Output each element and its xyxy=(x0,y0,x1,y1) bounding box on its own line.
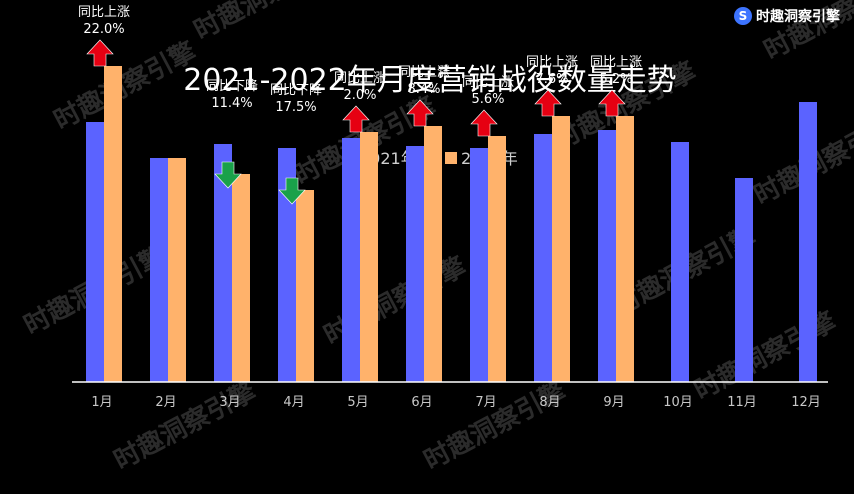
up-arrow-icon xyxy=(342,105,370,133)
annotation-percent: 8.4% xyxy=(407,82,440,97)
annotation-percent: 22.0% xyxy=(83,22,124,37)
bar-2021 xyxy=(598,130,616,382)
bar-2022 xyxy=(552,116,570,382)
bar-2021 xyxy=(342,138,360,382)
x-tick-label: 2月 xyxy=(155,395,176,410)
bar-2022 xyxy=(296,190,314,382)
bar-2022 xyxy=(232,174,250,382)
annotation-percent: 2.0% xyxy=(343,88,376,103)
down-arrow-icon xyxy=(214,161,242,189)
annotation-label: 同比上涨 xyxy=(526,55,578,70)
annotation-percent: 17.5% xyxy=(275,100,316,115)
x-tick-label: 1月 xyxy=(91,395,112,410)
up-arrow-icon xyxy=(86,39,114,67)
bar-2022 xyxy=(104,66,122,382)
bar-2021 xyxy=(150,158,168,382)
down-arrow-icon xyxy=(278,177,306,205)
bar-2021 xyxy=(799,102,817,382)
x-tick-label: 5月 xyxy=(347,395,368,410)
watermark-text: 时趣洞察引擎 xyxy=(419,376,571,476)
bar-2021 xyxy=(278,148,296,382)
bars-layer xyxy=(86,66,817,382)
x-tick-label: 11月 xyxy=(727,395,757,410)
x-tick-label: 9月 xyxy=(603,395,624,410)
annotation-label: 同比上涨 xyxy=(590,55,642,70)
watermark-text: 时趣洞察引擎 xyxy=(109,376,261,476)
bar-2021 xyxy=(735,178,753,382)
bar-2021 xyxy=(671,142,689,382)
annotation-label: 同比上涨 xyxy=(334,71,386,86)
bar-2022 xyxy=(360,132,378,382)
watermark-text: 时趣洞察引擎 xyxy=(49,36,201,136)
brand-icon: S xyxy=(734,7,752,25)
annotation-percent: 7.6% xyxy=(535,72,568,87)
up-arrow-icon xyxy=(598,89,626,117)
x-tick-label: 4月 xyxy=(283,395,304,410)
brand-logo: S 时趣洞察引擎 xyxy=(734,6,840,26)
annotation-percent: 5.2% xyxy=(599,72,632,87)
watermark-text: 时趣洞察引擎 xyxy=(689,306,841,406)
watermark-text: 时趣洞察引擎 xyxy=(189,0,341,46)
annotation-label: 同比上涨 xyxy=(78,5,130,20)
bar-2022 xyxy=(616,116,634,382)
annotation-percent: 11.4% xyxy=(211,96,252,111)
x-tick-label: 8月 xyxy=(539,395,560,410)
bar-2022 xyxy=(424,126,442,382)
x-axis-ticks: 1月 2月 3月 4月 5月 6月 7月 8月 9月 10月 11月 12月 xyxy=(91,395,820,410)
bar-2021 xyxy=(406,146,424,382)
annotation-label: 同比下降 xyxy=(270,83,322,98)
bar-2022 xyxy=(168,158,186,382)
annotations-layer: 同比上涨 22.0% 同比下降 11.4% 同比下降 17.5% 同比上涨 2.0% 同比上涨 8… xyxy=(78,5,642,205)
x-tick-label: 7月 xyxy=(475,395,496,410)
up-arrow-icon xyxy=(534,89,562,117)
annotation-percent: 5.6% xyxy=(471,92,504,107)
chart-title: 2021-2022年月度营销战役数量走势 xyxy=(183,63,677,98)
bar-2021 xyxy=(214,144,232,382)
x-tick-label: 6月 xyxy=(411,395,432,410)
annotation-label: 同比上涨 xyxy=(462,75,514,90)
annotation-label: 同比上涨 xyxy=(398,65,450,80)
x-tick-label: 10月 xyxy=(663,395,693,410)
annotation-label: 同比下降 xyxy=(206,79,258,94)
watermark-text: 时趣洞察引擎 xyxy=(319,251,471,351)
bar-2021 xyxy=(534,134,552,382)
bar-2022 xyxy=(488,136,506,382)
legend-swatch xyxy=(445,152,457,164)
x-tick-label: 12月 xyxy=(791,395,821,410)
brand-name: 时趣洞察引擎 xyxy=(756,9,840,25)
up-arrow-icon xyxy=(470,109,498,137)
up-arrow-icon xyxy=(406,99,434,127)
bar-2021 xyxy=(86,122,104,382)
x-tick-label: 3月 xyxy=(219,395,240,410)
bar-2021 xyxy=(470,148,488,382)
